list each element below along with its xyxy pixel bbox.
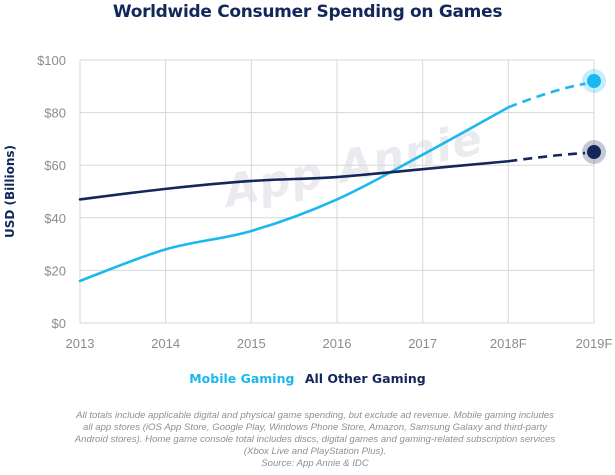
data-point [587,74,601,89]
series-forecast-line [508,151,586,163]
legend: Mobile Gaming All Other Gaming [0,371,615,386]
footnote-line: all app stores (iOS App Store, Google Pl… [82,422,548,433]
y-tick-label: $80 [44,106,66,121]
y-tick-label: $20 [44,263,66,278]
y-tick-label: $0 [52,316,66,331]
data-point [587,145,601,160]
footnote-line: Android stores). Home game console total… [74,434,556,445]
chart-title: Worldwide Consumer Spending on Games [112,2,503,22]
y-tick-label: $60 [44,158,66,173]
y-axis-label: USD (Billions) [3,145,17,238]
footnote-line: All totals include applicable digital an… [76,410,554,421]
x-tick-label: 2016 [323,336,352,351]
series-line [78,159,510,201]
footnote-line: (Xbox Live and PlayStation Plus). [243,446,387,457]
x-tick-label: 2013 [66,336,95,351]
series-line [78,106,510,283]
legend-item-mobile-gaming: Mobile Gaming [189,371,295,386]
x-tick-label: 2019F [576,336,613,351]
x-tick-label: 2015 [237,336,266,351]
x-tick-label: 2014 [151,336,180,351]
x-tick-label: 2017 [408,336,437,351]
legend-item-all-other-gaming: All Other Gaming [304,371,426,386]
footnote: All totals include applicable digital an… [55,410,575,470]
series-forecast-line [507,82,586,109]
y-tick-label: $100 [37,53,66,68]
y-tick-label: $40 [44,211,66,226]
footnote-source: Source: App Annie & IDC [261,458,369,469]
x-tick-label: 2018F [490,336,527,351]
